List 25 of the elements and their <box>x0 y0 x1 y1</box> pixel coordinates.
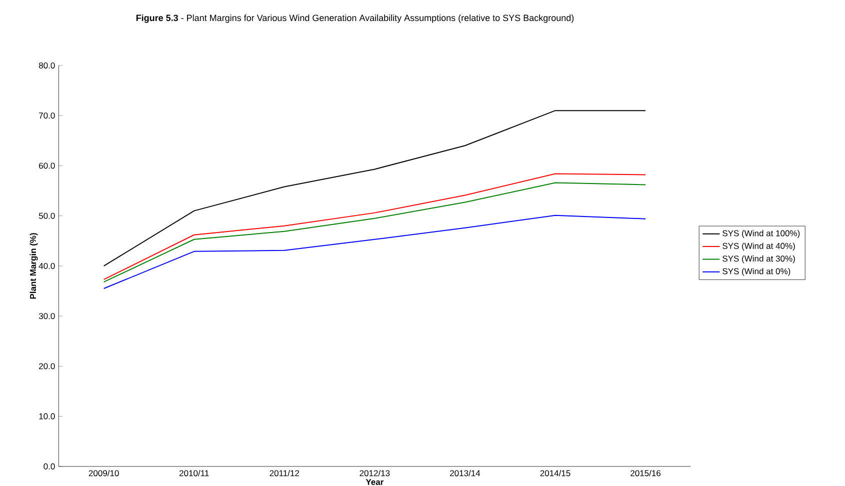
x-tick-label: 2015/16 <box>630 470 661 476</box>
legend-label: SYS (Wind at 40%) <box>722 242 795 251</box>
chart-title: Figure 5.3 - Plant Margins for Various Wind Generation Availability Assumptions (relative to SYS Background) <box>136 14 574 23</box>
legend-label: SYS (Wind at 100%) <box>722 230 800 238</box>
line-series <box>103 110 646 266</box>
y-tick-label: 40.0 <box>38 262 55 269</box>
line-series <box>103 214 646 289</box>
y-tick-label: 70.0 <box>39 112 55 119</box>
legend-label: SYS (Wind at 30%) <box>722 255 795 264</box>
legend-label: SYS (Wind at 0%) <box>722 268 790 276</box>
y-tick-label: 0.0 <box>44 463 55 470</box>
x-tick-label: 2011/12 <box>270 470 300 476</box>
x-tick-label: 2009/10 <box>88 470 119 476</box>
y-tick-label: 10.0 <box>39 413 55 420</box>
x-tick-label: 2013/14 <box>450 470 480 476</box>
x-tick-label: 2010/11 <box>180 470 209 476</box>
y-tick-label: 60.0 <box>39 162 55 169</box>
x-tick-label: 2012/13 <box>360 470 390 476</box>
x-tick-label: 2014/15 <box>540 470 570 476</box>
y-tick-label: 20.0 <box>39 363 55 370</box>
y-tick-label: 50.0 <box>38 212 55 219</box>
y-tick-label: 80.0 <box>38 62 55 68</box>
y-tick-label: 30.0 <box>38 313 55 320</box>
y-axis-title: Plant Margin (%) <box>30 233 38 299</box>
x-axis-title: Year <box>366 479 384 486</box>
